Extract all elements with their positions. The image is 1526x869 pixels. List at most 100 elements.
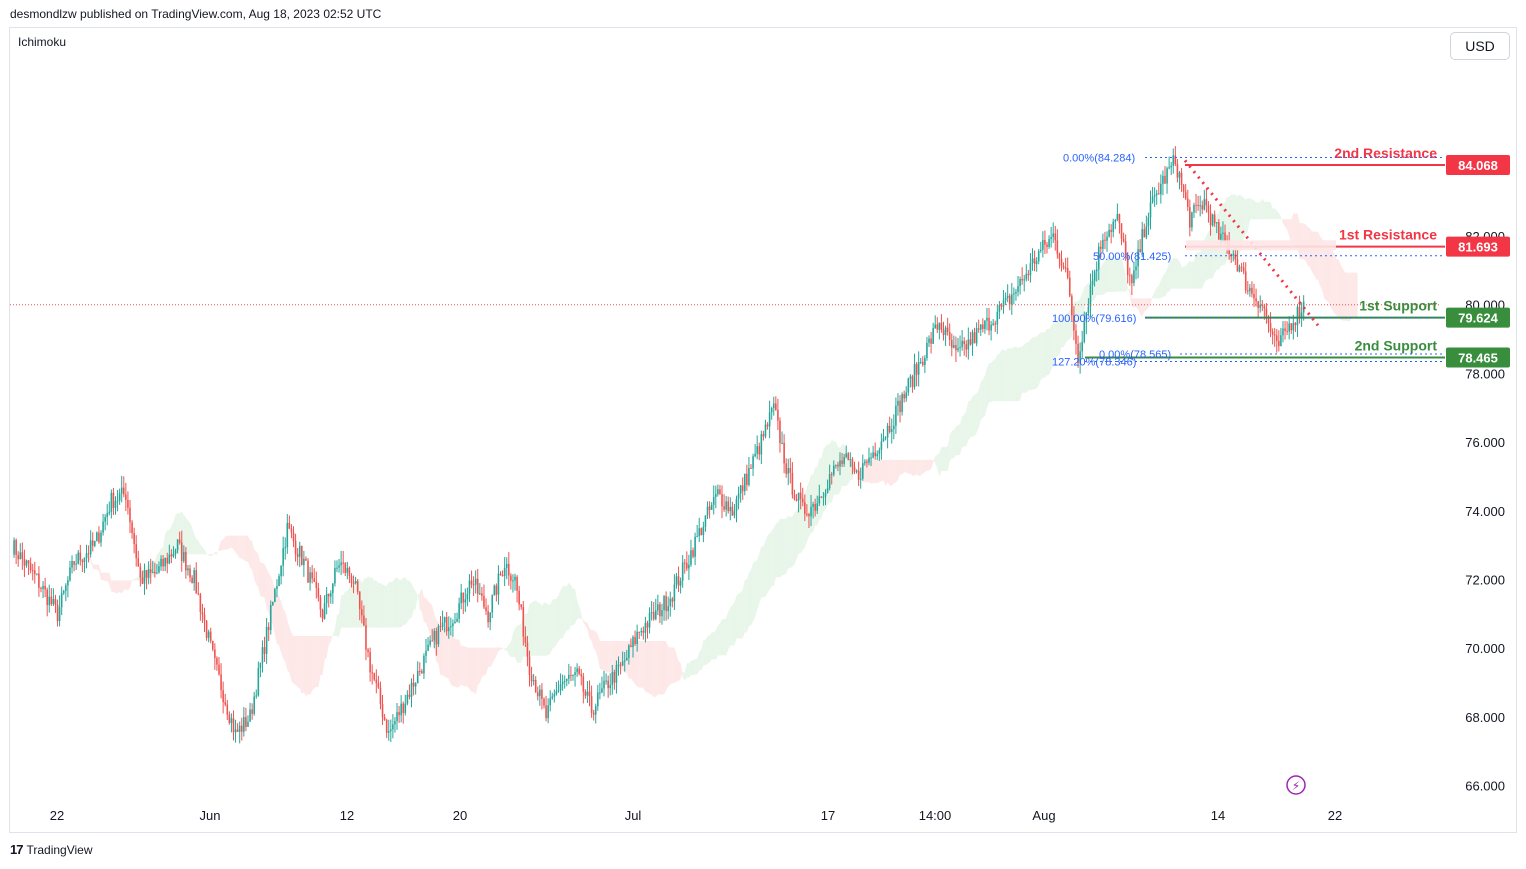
candle-body — [197, 593, 200, 595]
cloud-segment — [833, 441, 836, 495]
cloud-segment — [736, 593, 739, 639]
candle-body — [1081, 341, 1083, 352]
cloud-segment — [370, 577, 373, 628]
cloud-segment — [322, 635, 325, 676]
cloud-segment — [539, 603, 542, 656]
candle-body — [1286, 330, 1288, 332]
cloud-segment — [363, 578, 366, 628]
candle-body — [727, 501, 730, 512]
cloud-segment — [129, 579, 133, 588]
y-tick-label: 76.000 — [1465, 435, 1505, 450]
candle-body — [973, 332, 976, 344]
cloud-segment — [887, 459, 890, 486]
candle-body — [238, 725, 241, 732]
cloud-segment — [310, 635, 313, 696]
cloud-segment — [1144, 298, 1147, 312]
cloud-segment — [798, 499, 801, 554]
candle-body — [358, 591, 361, 610]
cloud-segment — [649, 640, 652, 695]
cloud-segment — [1160, 275, 1163, 299]
candle-body — [220, 674, 222, 691]
cloud-segment — [1034, 336, 1037, 390]
candle-body — [348, 567, 351, 577]
candle-body — [149, 569, 152, 573]
candle-body — [795, 499, 798, 501]
candle-body — [224, 702, 227, 705]
candle-body — [657, 604, 659, 611]
candle-body — [1184, 191, 1187, 199]
candle-body — [1296, 306, 1299, 326]
candle-body — [646, 622, 649, 628]
x-tick-label: 12 — [340, 808, 354, 823]
cloud-segment — [782, 518, 785, 576]
candle-body — [681, 562, 684, 581]
candle-body — [884, 437, 887, 439]
cloud-segment — [312, 635, 315, 691]
candle-body — [452, 623, 454, 627]
candle-body — [737, 493, 740, 499]
indicator-label[interactable]: Ichimoku — [18, 35, 67, 49]
candle-body — [1234, 254, 1237, 260]
cloud-segment — [837, 446, 840, 495]
candle-body — [62, 591, 65, 594]
candle-body — [638, 631, 641, 633]
candle-body — [1265, 308, 1268, 318]
candle-body — [1052, 233, 1055, 238]
x-tick-label: 14:00 — [919, 808, 952, 823]
candle-body — [129, 507, 131, 523]
candle-body — [1160, 183, 1162, 195]
candle-body — [48, 596, 51, 606]
candle-body — [263, 647, 266, 654]
candle-body — [940, 322, 943, 330]
candle-body — [98, 532, 100, 543]
cloud-segment — [1200, 249, 1203, 289]
candle-body — [770, 408, 773, 413]
candle-body — [38, 573, 40, 588]
footer-brand[interactable]: 17 TradingView — [10, 842, 93, 857]
candle-body — [327, 593, 330, 597]
cloud-segment — [196, 538, 199, 555]
candle-body — [934, 324, 937, 329]
candle-body — [205, 620, 208, 638]
cloud-segment — [1278, 213, 1281, 220]
candle-body — [156, 572, 158, 574]
candle-body — [245, 717, 247, 727]
cloud-segment — [444, 627, 447, 678]
candle-body — [791, 472, 794, 495]
candle-body — [199, 594, 202, 613]
tradingview-logo-icon: 17 — [10, 842, 24, 857]
cloud-segment — [866, 459, 869, 483]
candle-body — [799, 492, 802, 499]
cloud-segment — [597, 634, 600, 669]
candle-body — [715, 494, 717, 498]
candle-body — [1211, 214, 1214, 226]
candle-body — [226, 704, 229, 715]
cloud-segment — [430, 603, 433, 639]
cloud-segment — [763, 540, 766, 598]
candle-body — [818, 496, 821, 504]
candle-body — [180, 542, 183, 562]
candle-body — [1275, 335, 1278, 341]
cloud-segment — [469, 647, 472, 692]
cloud-segment — [324, 635, 327, 660]
candle-body — [762, 434, 765, 437]
cloud-segment — [900, 459, 903, 475]
candle-body — [363, 615, 365, 626]
candle-body — [65, 585, 67, 592]
candle-body — [621, 661, 624, 666]
candle-body — [385, 719, 388, 733]
candle-body — [356, 581, 359, 592]
cloud-segment — [405, 577, 408, 625]
candle-body — [441, 622, 444, 628]
candle-body — [787, 468, 790, 474]
currency-button[interactable]: USD — [1450, 32, 1510, 60]
candle-body — [1213, 214, 1216, 224]
cloud-segment — [96, 564, 99, 571]
cloud-segment — [529, 602, 532, 656]
cloud-segment — [1164, 269, 1168, 297]
candle-body — [1153, 194, 1156, 197]
candle-body — [418, 670, 421, 672]
candle-body — [154, 571, 156, 574]
cloud-segment — [121, 580, 124, 594]
